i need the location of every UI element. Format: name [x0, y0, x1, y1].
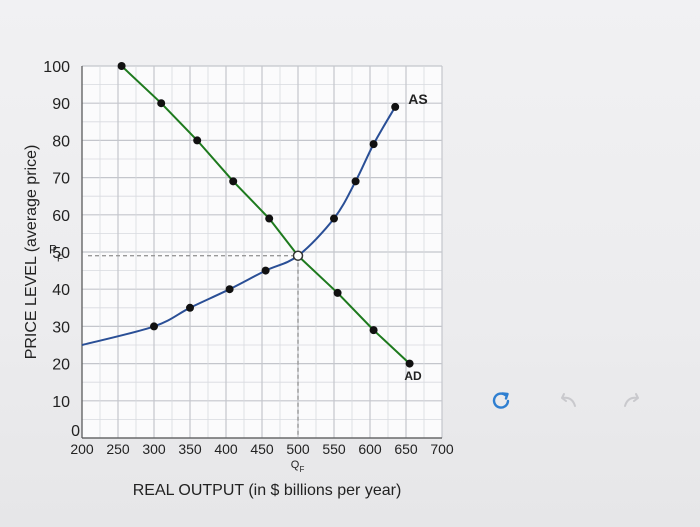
reset-button[interactable] [488, 388, 514, 414]
data-point-ad [157, 99, 166, 108]
equilibrium-point [292, 250, 304, 261]
ad-curve-label: AD [404, 369, 422, 383]
qf-label-sub: F [300, 465, 305, 474]
data-point-as [330, 214, 338, 223]
y-tick-label: 10 [52, 394, 70, 411]
y-tick-label: 100 [43, 59, 70, 76]
y-tick-label: 20 [52, 357, 70, 374]
undo-icon [561, 393, 576, 407]
data-point-as [351, 177, 360, 186]
data-point-ad [229, 177, 238, 186]
redo-icon [624, 393, 639, 407]
data-point-ad [333, 288, 342, 297]
data-point-ad [369, 326, 378, 335]
series-layer [81, 62, 414, 368]
equilibrium-reference-lines [88, 255, 299, 438]
y-tick-label: 50 [52, 245, 70, 262]
x-tick-label: 350 [178, 441, 202, 457]
grid [81, 65, 443, 439]
x-tick-label: 650 [394, 441, 418, 457]
qf-label: Q [291, 459, 300, 471]
undo-button[interactable] [554, 388, 580, 414]
y-tick-label: 80 [52, 133, 70, 150]
y-tick-label: 70 [52, 171, 70, 188]
x-tick-label: 600 [358, 441, 382, 457]
data-point-ad [117, 62, 126, 70]
x-tick-label: 200 [70, 441, 94, 457]
x-tick-label: 550 [322, 441, 346, 457]
data-point-as [225, 285, 234, 294]
y-tick-label: 90 [52, 96, 70, 113]
data-point-as [150, 322, 158, 331]
x-tick-label: 300 [142, 441, 166, 457]
x-axis-title: REAL OUTPUT (in $ billions per year) [133, 482, 402, 499]
data-point-as [261, 266, 270, 275]
y-tick-label: 40 [52, 282, 70, 299]
data-point-ad [193, 136, 202, 145]
series-line-as [81, 106, 397, 346]
axes [81, 66, 442, 439]
x-tick-label: 250 [106, 441, 130, 457]
data-point-as [186, 303, 194, 312]
graph-toolbar [472, 380, 700, 424]
y-axis-title: PRICE LEVEL (average price) [23, 145, 40, 360]
data-point-as [391, 102, 400, 111]
as-curve-label: AS [408, 91, 427, 107]
x-tick-label: 500 [286, 441, 310, 457]
reset-icon [492, 392, 510, 409]
data-point-ad [265, 214, 274, 223]
redo-button[interactable] [620, 388, 646, 414]
x-tick-label: 400 [214, 441, 238, 457]
pf-label: P [49, 243, 57, 257]
data-point-as [369, 140, 378, 149]
x-tick-label: 700 [430, 441, 454, 457]
x-tick-label: 450 [250, 441, 274, 457]
y-tick-label: 60 [52, 208, 70, 225]
pf-label-sub: F [57, 254, 63, 265]
y-tick-label: 0 [71, 423, 80, 440]
labels-layer: 010 20 30 40 50 60 70 80 90 100 200 250 300 350 400 450… [23, 59, 454, 499]
data-point-ad [405, 359, 414, 368]
y-tick-label: 30 [52, 319, 70, 336]
